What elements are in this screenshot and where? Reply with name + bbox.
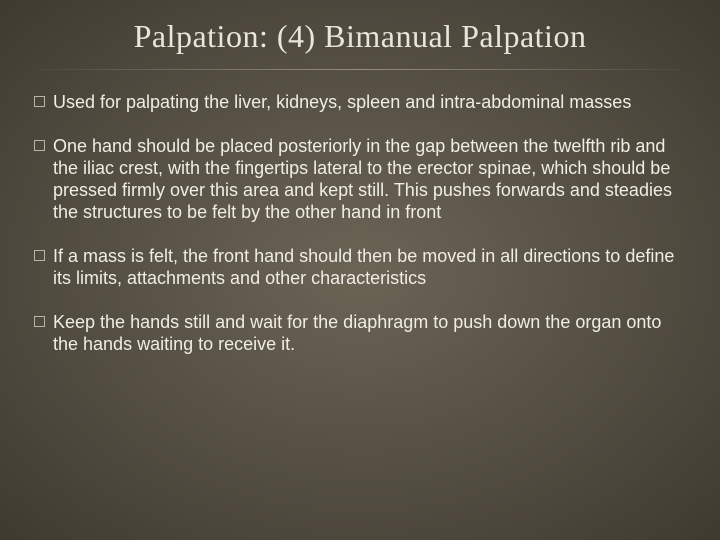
bullet-text: One hand should be placed posteriorly in…	[53, 136, 686, 224]
bullet-list: Used for palpating the liver, kidneys, s…	[28, 92, 692, 356]
square-bullet-icon	[34, 140, 45, 151]
slide-container: Palpation: (4) Bimanual Palpation Used f…	[0, 0, 720, 540]
list-item: Keep the hands still and wait for the di…	[34, 312, 686, 356]
square-bullet-icon	[34, 250, 45, 261]
list-item: If a mass is felt, the front hand should…	[34, 246, 686, 290]
bullet-text: If a mass is felt, the front hand should…	[53, 246, 686, 290]
list-item: Used for palpating the liver, kidneys, s…	[34, 92, 686, 114]
square-bullet-icon	[34, 316, 45, 327]
bullet-text: Used for palpating the liver, kidneys, s…	[53, 92, 631, 114]
title-divider	[40, 69, 680, 70]
square-bullet-icon	[34, 96, 45, 107]
title-wrap: Palpation: (4) Bimanual Palpation	[28, 18, 692, 55]
slide-title: Palpation: (4) Bimanual Palpation	[38, 18, 682, 55]
list-item: One hand should be placed posteriorly in…	[34, 136, 686, 224]
bullet-text: Keep the hands still and wait for the di…	[53, 312, 686, 356]
